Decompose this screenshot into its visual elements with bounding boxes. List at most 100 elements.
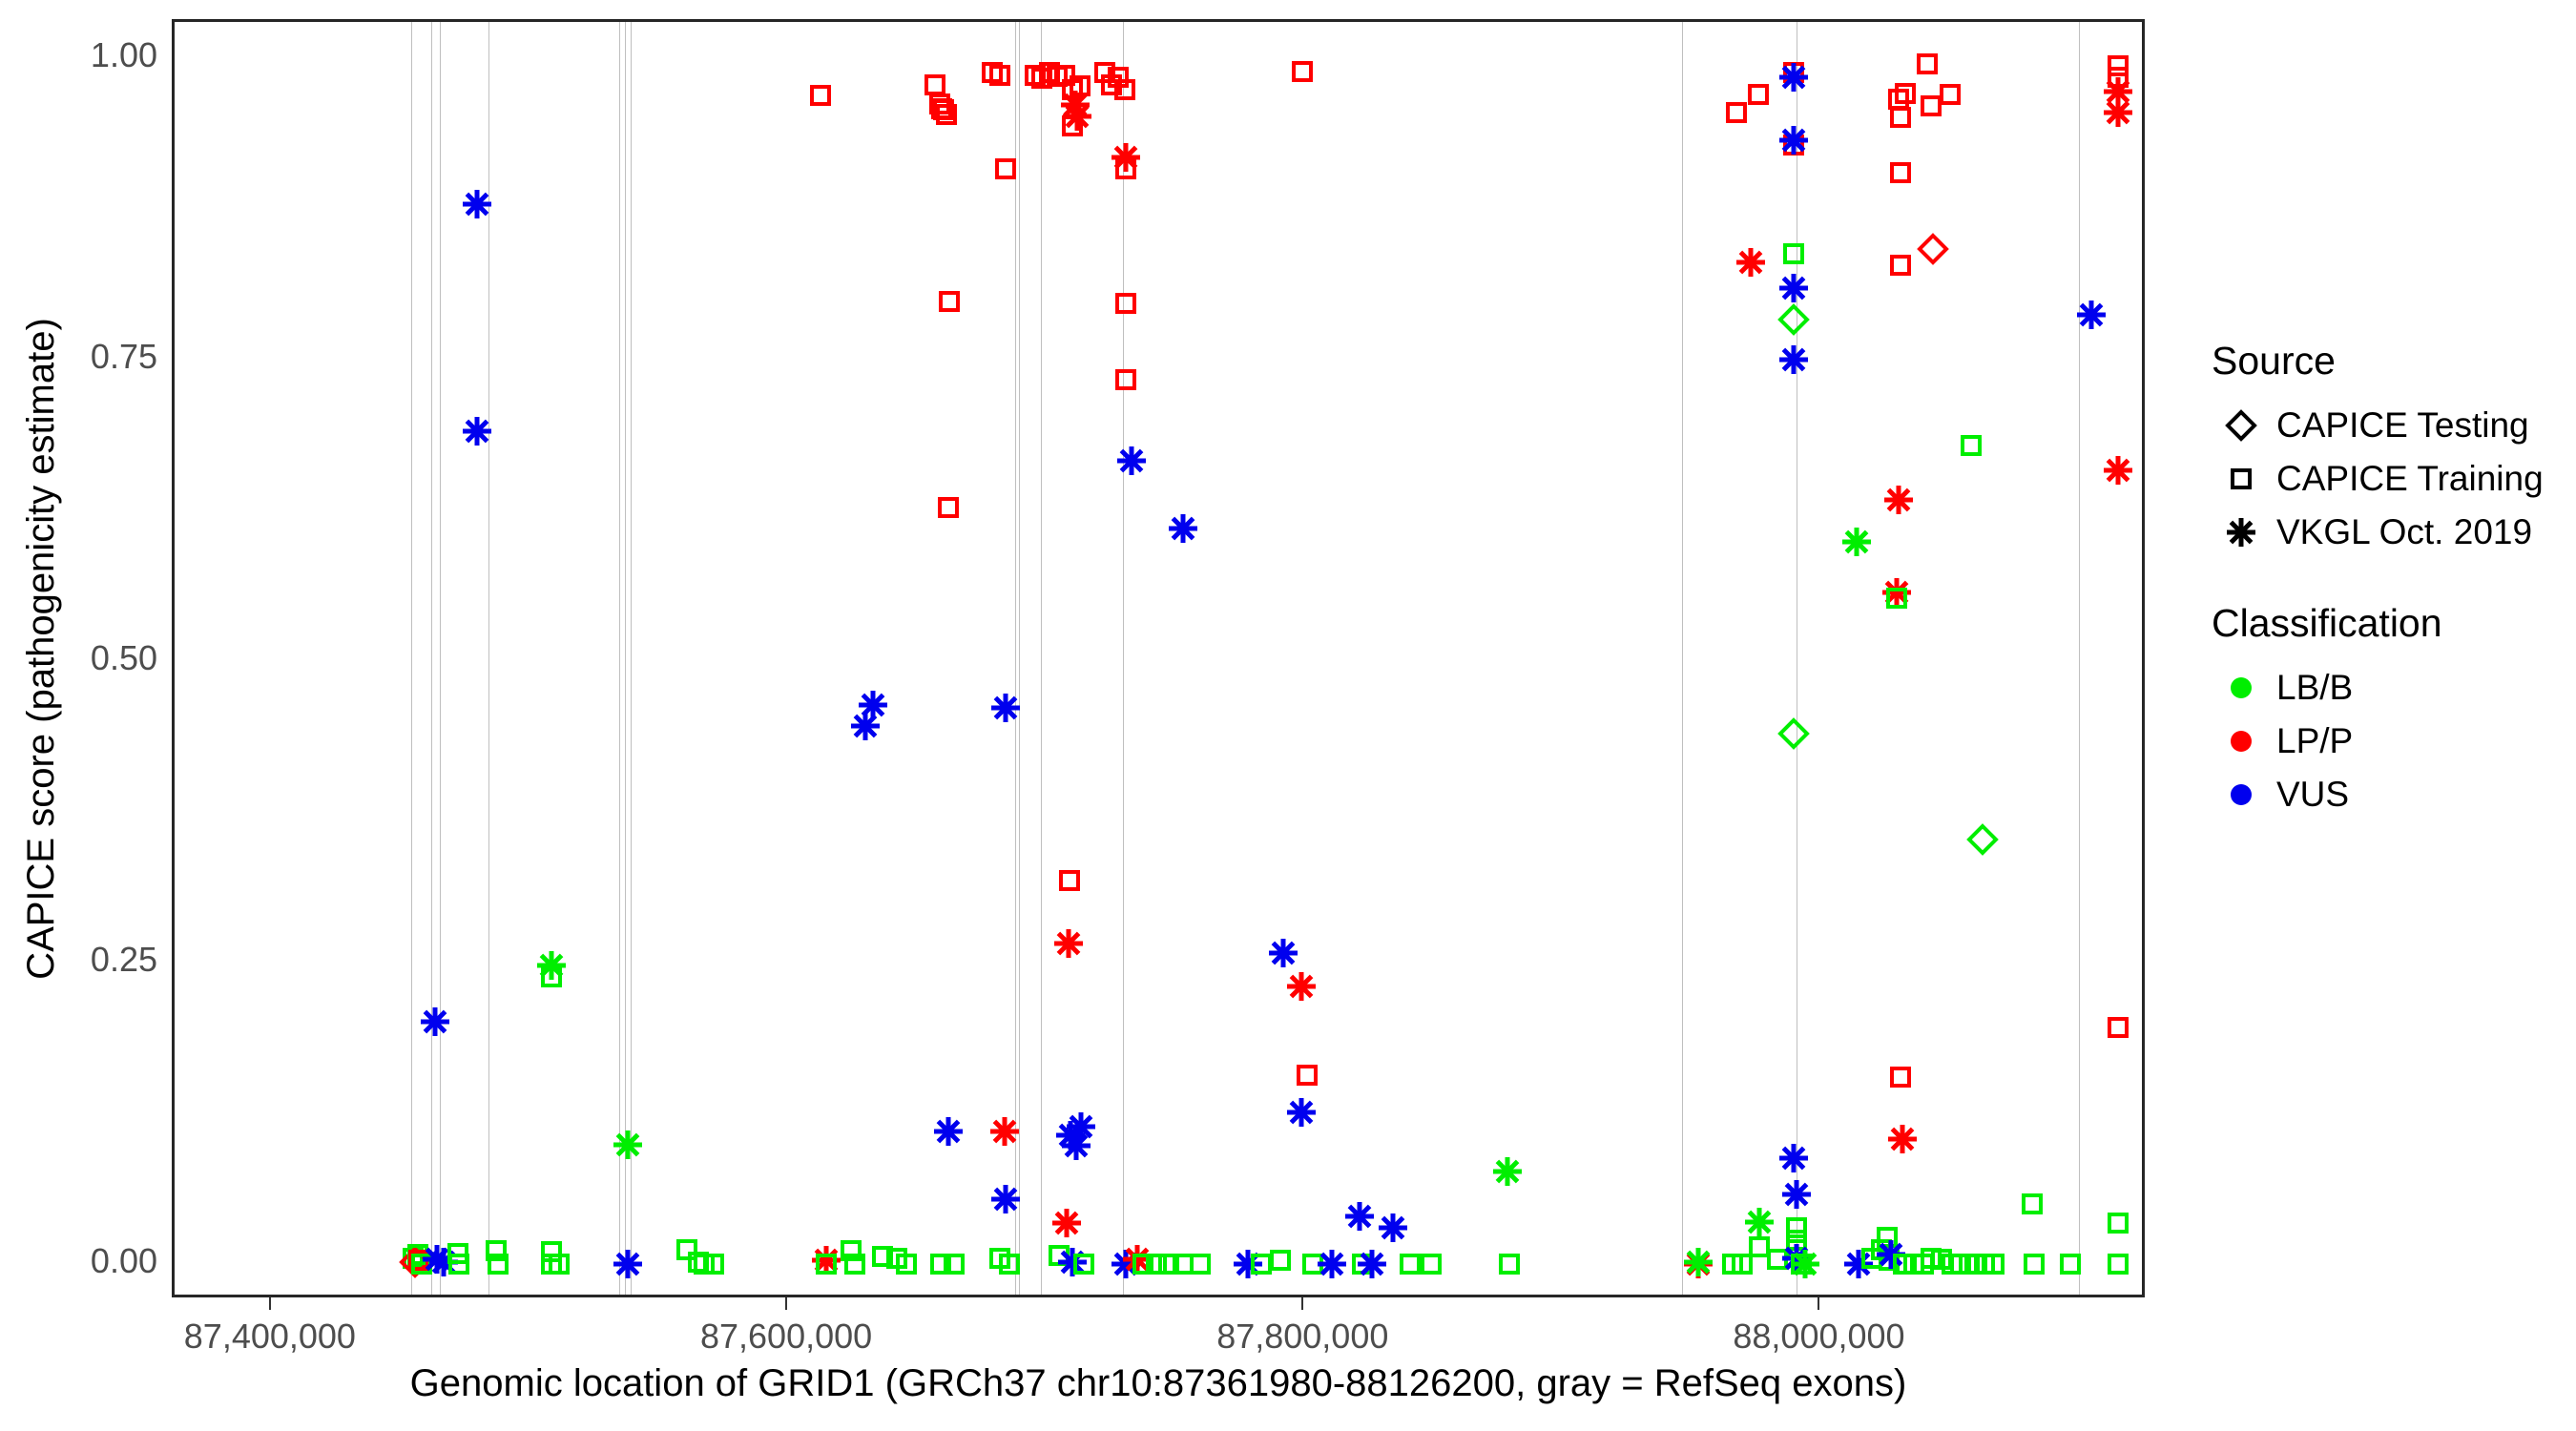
scatter-point [989, 692, 1022, 724]
scatter-point [1065, 1110, 1097, 1143]
scatter-point [1880, 576, 1913, 609]
scatter-point [1777, 61, 1810, 93]
scatter-point [1777, 272, 1810, 304]
legend-row-source[interactable]: CAPICE Training [2212, 452, 2574, 506]
scatter-point [942, 1252, 966, 1276]
y-tick-label: 0.75 [90, 336, 157, 376]
scatter-point [1888, 253, 1913, 278]
scatter-point [1052, 927, 1085, 960]
scatter-point [421, 1243, 453, 1275]
scatter-point [1789, 1248, 1821, 1280]
scatter-point [1285, 970, 1318, 1003]
legend-label-source: CAPICE Testing [2276, 405, 2529, 445]
legend-row-classification[interactable]: LB/B [2212, 661, 2574, 715]
scatter-point [446, 1241, 470, 1266]
scatter-point [547, 1252, 571, 1276]
scatter-point [1249, 1252, 1274, 1276]
refseq-exon-line [625, 22, 626, 1295]
scatter-point [810, 1244, 842, 1276]
scatter-point [1131, 1252, 1155, 1276]
scatter-point [1842, 1248, 1875, 1280]
scatter-point [1966, 823, 1999, 856]
scatter-point [2075, 299, 2108, 331]
scatter-point [1350, 1252, 1375, 1276]
scatter-point [692, 1252, 717, 1276]
scatter-point [1789, 1252, 1814, 1276]
filled-circle-icon [2212, 661, 2271, 715]
refseq-exon-line [431, 22, 432, 1295]
y-axis-ticks: 0.00 0.25 0.50 0.75 1.00 [29, 0, 197, 1431]
scatter-point [1869, 1237, 1894, 1262]
scatter-point [849, 710, 882, 742]
scatter-point [1300, 1252, 1325, 1276]
scatter-point [675, 1237, 699, 1262]
scatter-point [1167, 512, 1199, 545]
scatter-point [1061, 100, 1093, 133]
scatter-point [2106, 1211, 2130, 1235]
scatter-point [1268, 1248, 1293, 1273]
scatter-point [1886, 87, 1911, 112]
scatter-point [1419, 1252, 1444, 1276]
legend-row-source[interactable]: VKGL Oct. 2019 [2212, 506, 2574, 559]
y-tick-label: 0.25 [90, 940, 157, 980]
scatter-point [1295, 1063, 1319, 1088]
scatter-point [1144, 1252, 1169, 1276]
scatter-point [419, 1006, 451, 1038]
scatter-point [1356, 1248, 1388, 1280]
refseq-exon-line [631, 22, 632, 1295]
scatter-point [1746, 82, 1771, 107]
legend-row-source[interactable]: CAPICE Testing [2212, 399, 2574, 452]
scatter-point [1884, 586, 1909, 611]
scatter-point [1110, 141, 1142, 174]
scatter-point [987, 63, 1012, 88]
scatter-point [936, 495, 961, 520]
scatter-point [1875, 1238, 1907, 1271]
scatter-point [1735, 246, 1767, 279]
scatter-point [1377, 1212, 1409, 1244]
x-tick-mark [1301, 1297, 1304, 1310]
scatter-point [484, 1238, 509, 1263]
scatter-point [1029, 66, 1054, 91]
scatter-point [1891, 1252, 1916, 1276]
scatter-point [1047, 1243, 1071, 1268]
scatter-point [1316, 1248, 1348, 1280]
scatter-point [1747, 1234, 1772, 1259]
x-tick-mark [268, 1297, 271, 1310]
scatter-point [1929, 1247, 1954, 1272]
scatter-point [1115, 445, 1148, 477]
refseq-exon-line [1015, 22, 1016, 1295]
scatter-point [1045, 64, 1070, 89]
scatter-point [1720, 1252, 1745, 1276]
scatter-point [1060, 1130, 1092, 1162]
scatter-point [2106, 53, 2130, 78]
legend-title-classification: Classification [2212, 601, 2442, 645]
scatter-point [1777, 343, 1810, 376]
scatter-point [535, 949, 568, 982]
scatter-point [1888, 160, 1913, 185]
scatter-point [539, 1239, 564, 1264]
scatter-point [1052, 63, 1077, 88]
scatter-point [1113, 291, 1138, 316]
legend-row-classification[interactable]: VUS [2212, 768, 2574, 821]
scatter-point [1743, 1206, 1776, 1238]
scatter-point [2106, 65, 2130, 90]
scatter-point [1121, 1243, 1153, 1275]
legend-group-source: Source CAPICE Testing CAPICE Training VKGL… [2212, 339, 2574, 559]
refseq-exon-line [1041, 22, 1042, 1295]
scatter-point [1110, 1248, 1142, 1280]
scatter-point [1875, 1225, 1900, 1250]
scatter-point [447, 1252, 471, 1276]
scatter-point [1682, 1248, 1714, 1280]
scatter-point [1919, 93, 1943, 118]
scatter-point [1113, 156, 1138, 181]
scatter-point [1893, 81, 1918, 106]
legend-row-classification[interactable]: LP/P [2212, 715, 2574, 768]
scatter-point [1060, 114, 1085, 138]
legend: Source CAPICE Testing CAPICE Training VKGL… [2212, 339, 2574, 863]
scatter-point [814, 1252, 839, 1276]
refseq-exon-line [619, 22, 620, 1295]
refseq-exon-line [1123, 22, 1124, 1295]
scatter-point [1882, 484, 1915, 516]
scatter-point [2102, 96, 2134, 129]
scatter-point [987, 1246, 1012, 1271]
